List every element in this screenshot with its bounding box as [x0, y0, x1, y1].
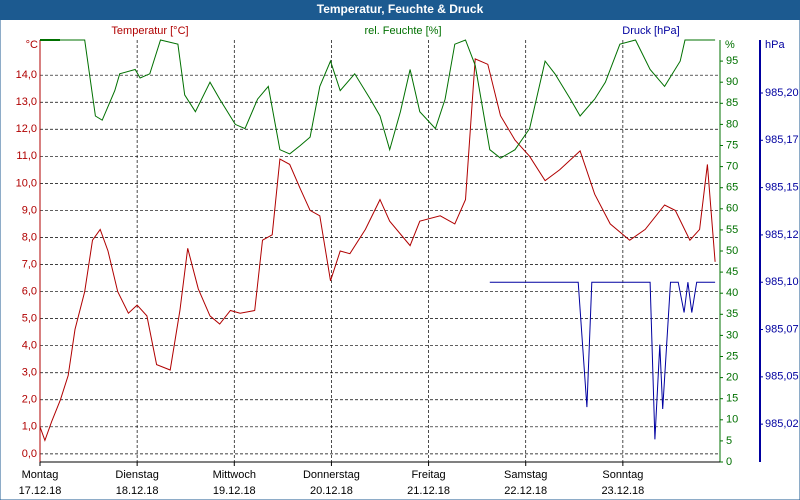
x-tick-label: Montag [22, 469, 59, 481]
y-tick-label: 14,0 [16, 69, 37, 81]
chart-title: Temperatur, Feuchte & Druck [317, 2, 484, 16]
y3-tick-label: 985,20 [765, 87, 799, 99]
y2-tick-label: 25 [726, 350, 738, 362]
y2-unit: % [725, 39, 735, 51]
y-tick-label: 13,0 [16, 96, 37, 108]
y3-tick-label: 985,15 [765, 182, 799, 194]
x-tick-label: Freitag [411, 469, 445, 481]
y3-tick-label: 985,02 [765, 418, 799, 430]
y2-tick-label: 45 [726, 266, 738, 278]
x-tick-date: 19.12.18 [213, 485, 256, 497]
y2-tick-label: 70 [726, 161, 738, 173]
y-tick-label: 2,0 [22, 394, 37, 406]
y3-unit: hPa [765, 39, 785, 51]
y-tick-label: 12,0 [16, 123, 37, 135]
y3-tick-label: 985,07 [765, 323, 799, 335]
y2-tick-label: 20 [726, 372, 738, 384]
y2-tick-label: 30 [726, 329, 738, 341]
y3-tick-label: 985,12 [765, 229, 799, 241]
y-unit: °C [26, 39, 38, 51]
y2-tick-label: 35 [726, 308, 738, 320]
y-tick-label: 7,0 [22, 258, 37, 270]
y2-tick-label: 85 [726, 97, 738, 109]
data-line [39, 58, 716, 442]
title-bar [0, 0, 800, 20]
y2-tick-label: 55 [726, 224, 738, 236]
y-tick-label: 6,0 [22, 285, 37, 297]
x-tick-label: Dienstag [115, 469, 158, 481]
x-tick-label: Mittwoch [213, 469, 256, 481]
y2-tick-label: 15 [726, 393, 738, 405]
y-tick-label: 8,0 [22, 231, 37, 243]
y2-tick-label: 65 [726, 182, 738, 194]
y2-tick-label: 5 [726, 435, 732, 447]
y2-tick-label: 95 [726, 55, 738, 67]
y3-tick-label: 985,05 [765, 371, 799, 383]
y2-tick-label: 50 [726, 245, 738, 257]
y3-tick-label: 985,10 [765, 276, 799, 288]
y2-tick-label: 40 [726, 287, 738, 299]
y-tick-label: 11,0 [16, 150, 37, 162]
x-tick-date: 23.12.18 [601, 485, 644, 497]
series-name: Druck [hPa] [622, 25, 679, 37]
y-tick-label: 10,0 [16, 177, 37, 189]
y-tick-label: 3,0 [22, 367, 37, 379]
y-tick-label: 5,0 [22, 313, 37, 325]
y2-tick-label: 60 [726, 203, 738, 215]
y2-tick-label: 80 [726, 118, 738, 130]
y2-tick-label: 75 [726, 139, 738, 151]
y3-tick-label: 985,17 [765, 134, 799, 146]
x-tick-date: 22.12.18 [504, 485, 547, 497]
y-tick-label: 0,0 [22, 448, 37, 460]
x-tick-label: Sonntag [602, 469, 643, 481]
y-tick-label: 4,0 [22, 340, 37, 352]
y2-tick-label: 90 [726, 76, 738, 88]
series-name: rel. Feuchte [%] [364, 25, 441, 37]
x-tick-date: 17.12.18 [19, 485, 62, 497]
x-tick-label: Samstag [504, 469, 547, 481]
y2-tick-label: 0 [726, 456, 732, 468]
data-line [489, 281, 716, 440]
y-tick-label: 1,0 [22, 421, 37, 433]
x-tick-date: 21.12.18 [407, 485, 450, 497]
y-tick-label: 9,0 [22, 204, 37, 216]
x-tick-label: Donnerstag [303, 469, 360, 481]
x-tick-date: 20.12.18 [310, 485, 353, 497]
series-name: Temperatur [°C] [111, 25, 188, 37]
x-tick-date: 18.12.18 [116, 485, 159, 497]
data-line [40, 39, 716, 159]
y2-tick-label: 10 [726, 414, 738, 426]
